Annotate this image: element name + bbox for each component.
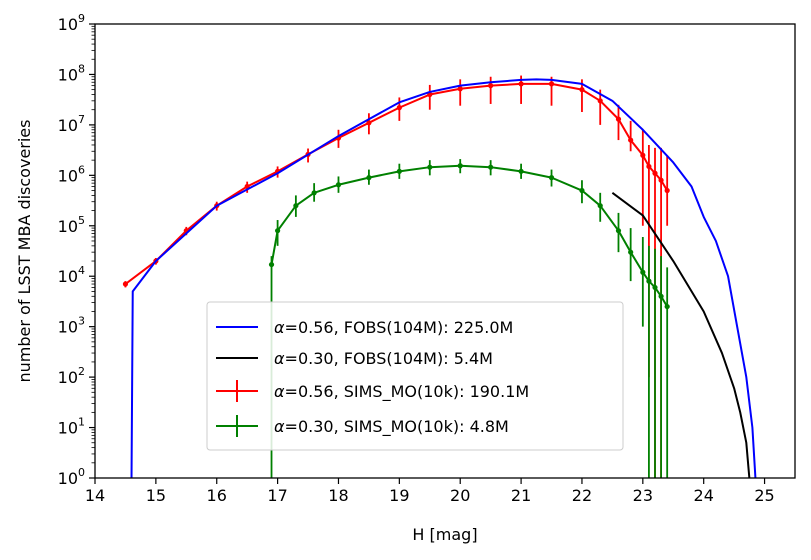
legend: α=0.56, FOBS(104M): 225.0M α=0.30, FOBS(1… bbox=[206, 301, 624, 451]
x-tick-label: 23 bbox=[633, 486, 653, 505]
data-point bbox=[396, 105, 402, 111]
data-point bbox=[658, 293, 664, 299]
data-point bbox=[664, 303, 670, 310]
x-tick-label: 15 bbox=[146, 486, 166, 505]
y-axis-title: number of LSST MBA discoveries bbox=[15, 120, 34, 383]
data-point bbox=[396, 168, 402, 174]
x-tick-label: 21 bbox=[511, 486, 531, 505]
series-group bbox=[611, 192, 751, 478]
data-point bbox=[640, 152, 646, 158]
series-line bbox=[611, 192, 751, 478]
y-tick-label: 106 bbox=[58, 163, 85, 185]
series-group bbox=[268, 159, 670, 478]
data-point bbox=[275, 228, 281, 234]
series-line bbox=[270, 164, 669, 308]
data-point bbox=[646, 278, 652, 284]
legend-label: α=0.56, SIMS_MO(10k): 190.1M bbox=[274, 382, 529, 402]
y-tick-label: 104 bbox=[58, 264, 85, 286]
data-point bbox=[579, 187, 585, 194]
legend-label: α=0.30, FOBS(104M): 5.4M bbox=[274, 349, 493, 368]
x-axis-title: H [mag] bbox=[412, 525, 477, 544]
legend-label: α=0.30, SIMS_MO(10k): 4.8M bbox=[274, 417, 509, 437]
data-point bbox=[457, 163, 463, 169]
x-tick-label: 22 bbox=[572, 486, 592, 505]
data-point bbox=[457, 86, 463, 92]
data-point bbox=[366, 175, 372, 181]
data-point bbox=[640, 269, 646, 275]
x-tick-label: 14 bbox=[85, 486, 105, 505]
legend-item: α=0.56, SIMS_MO(10k): 190.1M bbox=[216, 380, 529, 402]
y-tick-label: 109 bbox=[58, 12, 85, 34]
data-point bbox=[628, 249, 634, 255]
data-point bbox=[311, 190, 317, 196]
data-point bbox=[664, 187, 670, 194]
y-tick-label: 107 bbox=[58, 113, 85, 135]
data-point bbox=[628, 137, 634, 143]
data-point bbox=[597, 98, 603, 104]
y-tick-label: 103 bbox=[58, 315, 85, 337]
legend-item: α=0.30, FOBS(104M): 5.4M bbox=[216, 349, 493, 368]
data-point bbox=[579, 87, 585, 93]
x-axis-ticks: 14 15 16 17 18 19 20 21 22 23 24 25 bbox=[85, 478, 775, 505]
data-point bbox=[548, 81, 555, 87]
series-line bbox=[124, 82, 669, 285]
x-tick-label: 17 bbox=[267, 486, 287, 505]
series-group bbox=[130, 78, 757, 478]
data-point bbox=[652, 284, 658, 291]
data-point bbox=[658, 177, 664, 183]
data-point bbox=[615, 116, 622, 122]
data-point bbox=[427, 164, 433, 170]
plot-frame bbox=[94, 23, 796, 479]
series-line bbox=[130, 78, 757, 478]
data-point bbox=[488, 83, 494, 89]
x-tick-label: 16 bbox=[207, 486, 227, 505]
legend-frame bbox=[206, 301, 624, 451]
y-tick-label: 108 bbox=[58, 62, 85, 84]
data-point bbox=[652, 170, 658, 176]
data-point bbox=[488, 164, 494, 170]
y-axis-ticks: 100 101 102 103 104 105 106 107 108 109 bbox=[58, 12, 95, 488]
series-layer bbox=[122, 75, 757, 478]
x-tick-label: 24 bbox=[694, 486, 714, 505]
y-tick-label: 101 bbox=[58, 416, 85, 438]
data-point bbox=[518, 81, 524, 87]
x-tick-label: 20 bbox=[450, 486, 470, 505]
y-tick-label: 100 bbox=[58, 466, 85, 488]
y-tick-label: 102 bbox=[58, 365, 85, 387]
data-point bbox=[548, 175, 555, 181]
y-tick-label: 105 bbox=[58, 214, 85, 236]
data-point bbox=[293, 203, 299, 209]
data-point bbox=[268, 261, 275, 268]
data-point bbox=[366, 120, 372, 126]
data-point bbox=[335, 182, 342, 188]
data-point bbox=[122, 281, 129, 287]
x-tick-label: 19 bbox=[389, 486, 409, 505]
x-tick-label: 25 bbox=[754, 486, 774, 505]
x-tick-label: 18 bbox=[328, 486, 348, 505]
legend-item: α=0.30, SIMS_MO(10k): 4.8M bbox=[216, 415, 509, 437]
data-point bbox=[615, 228, 622, 234]
data-point bbox=[518, 168, 524, 174]
legend-label: α=0.56, FOBS(104M): 225.0M bbox=[274, 318, 513, 337]
data-point bbox=[597, 203, 603, 209]
data-point bbox=[646, 163, 652, 170]
legend-item: α=0.56, FOBS(104M): 225.0M bbox=[216, 318, 513, 337]
